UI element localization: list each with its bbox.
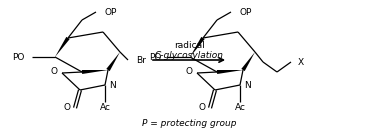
Text: O: O [63,103,70,112]
Text: radical: radical [174,41,204,50]
Text: N: N [244,80,251,89]
Text: C-glycosylation: C-glycosylation [155,50,223,60]
Text: OP: OP [104,8,116,17]
Text: Br: Br [136,56,146,64]
Text: Ac: Ac [99,102,110,112]
Polygon shape [241,52,255,71]
Text: N: N [109,80,116,89]
Text: PO: PO [149,53,161,61]
Text: O: O [50,67,57,76]
Polygon shape [190,37,204,57]
Text: O: O [185,67,192,76]
Text: O: O [198,103,205,112]
Polygon shape [55,37,70,57]
Polygon shape [82,70,108,74]
Polygon shape [217,70,243,74]
Text: X: X [298,57,304,67]
Text: PO: PO [12,53,24,61]
Polygon shape [106,52,120,71]
Text: P = protecting group: P = protecting group [142,119,236,128]
Text: Ac: Ac [234,102,245,112]
Text: OP: OP [239,8,251,17]
